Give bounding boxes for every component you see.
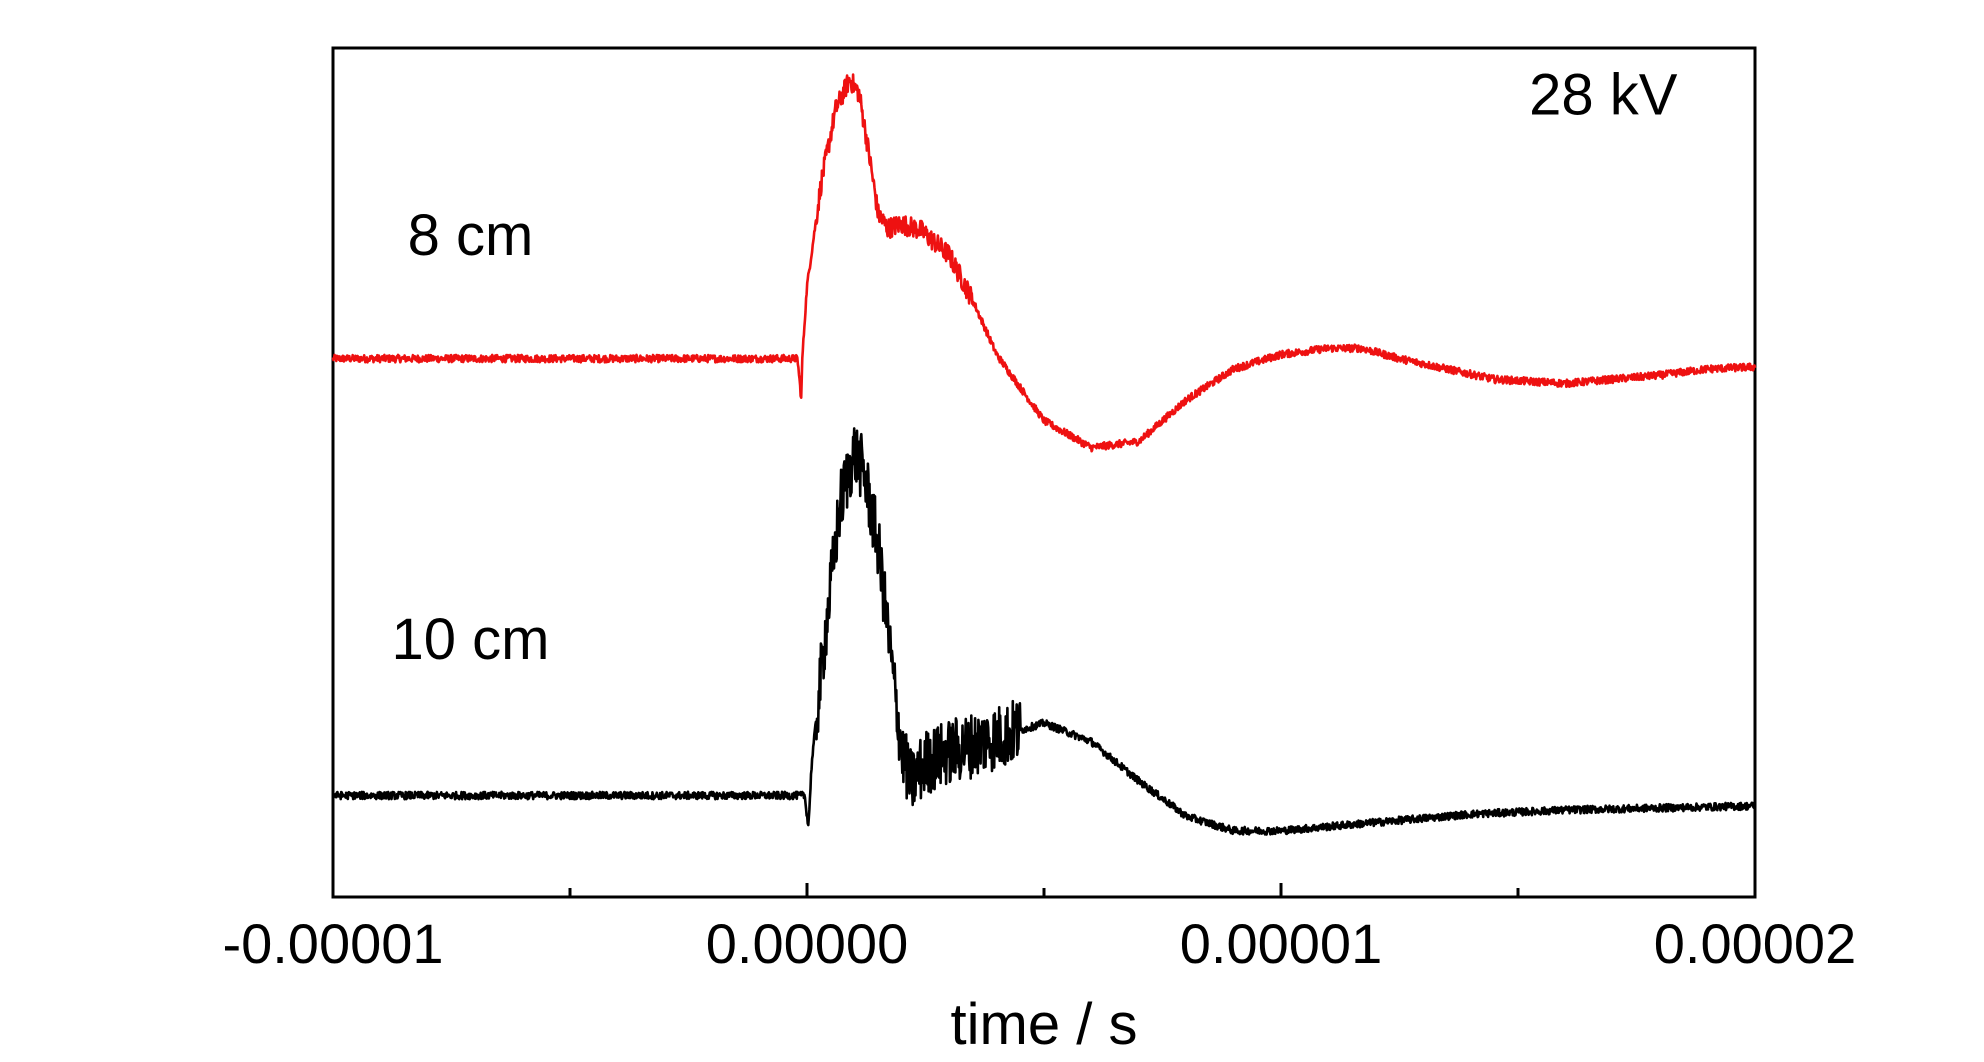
x-tick-label: -0.00001 (222, 912, 443, 975)
x-axis-ticks: -0.00001 0.00000 0.00001 0.00002 (222, 883, 1856, 975)
annotation-label: 8 cm (408, 203, 534, 268)
annotations: 28 kV 8 cm 10 cm (391, 62, 1677, 672)
plot-frame (331, 46, 1757, 899)
x-axis-title: time / s (951, 992, 1138, 1057)
series-layer (331, 73, 1757, 836)
x-tick-label: 0.00001 (1180, 912, 1382, 975)
x-tick-label: 0.00002 (1654, 912, 1856, 975)
annotation-label: 28 kV (1529, 62, 1678, 127)
x-tick-label: 0.00000 (706, 912, 908, 975)
series-line-2 (331, 427, 1757, 836)
series-line-1 (331, 73, 1757, 453)
annotation-label: 10 cm (391, 607, 549, 672)
